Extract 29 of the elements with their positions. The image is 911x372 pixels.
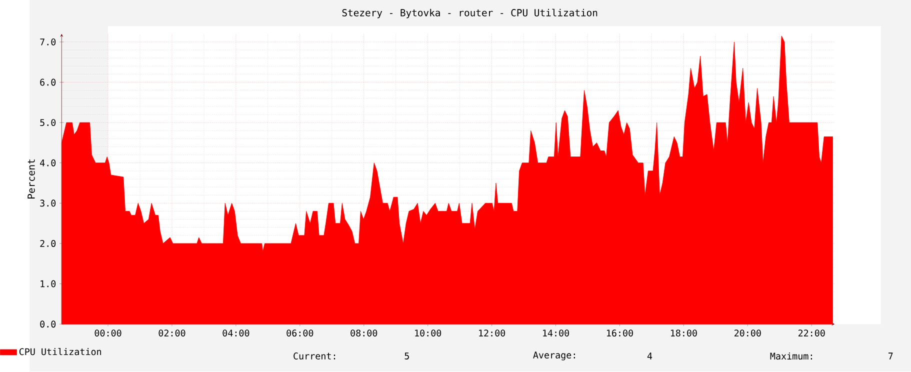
legend-label: CPU Utilization <box>19 348 102 356</box>
y-axis-title: Percent <box>28 160 35 199</box>
x-tick-label: 02:00 <box>158 330 186 337</box>
x-tick-label: 08:00 <box>350 330 378 337</box>
chart-title: Stezery - Bytovka - router - CPU Utilization <box>342 9 598 19</box>
x-tick-label: 18:00 <box>670 330 697 337</box>
y-tick-label: 2.0 <box>40 240 56 248</box>
x-tick-label: 14:00 <box>543 330 569 337</box>
text: Current: <box>294 352 336 360</box>
y-tick-label: 4.0 <box>40 160 56 167</box>
x-tick-label: 12:00 <box>479 330 506 337</box>
x-tick-label: 16:00 <box>607 330 633 337</box>
x-tick-label: 22:00 <box>798 330 825 337</box>
x-tick-label: 10:00 <box>415 330 442 337</box>
y-tick-label: 5.0 <box>40 119 56 126</box>
y-tick-label: 7.0 <box>40 38 56 46</box>
x-tick-label: 00:00 <box>94 330 122 337</box>
y-tick-label: 6.0 <box>40 79 56 86</box>
text: Average: <box>533 352 575 361</box>
y-tick-label: 1.0 <box>40 280 56 288</box>
text: Maximum: <box>770 352 812 360</box>
y-tick-label: 0.0 <box>40 320 56 328</box>
text: 4 <box>647 352 652 360</box>
x-tick-label: 06:00 <box>286 330 314 337</box>
text: 7 <box>888 352 893 360</box>
text: 5 <box>404 352 409 360</box>
x-tick-label: 20:00 <box>734 330 761 337</box>
x-tick-label: 04:00 <box>222 330 250 337</box>
y-tick-label: 3.0 <box>40 200 56 207</box>
